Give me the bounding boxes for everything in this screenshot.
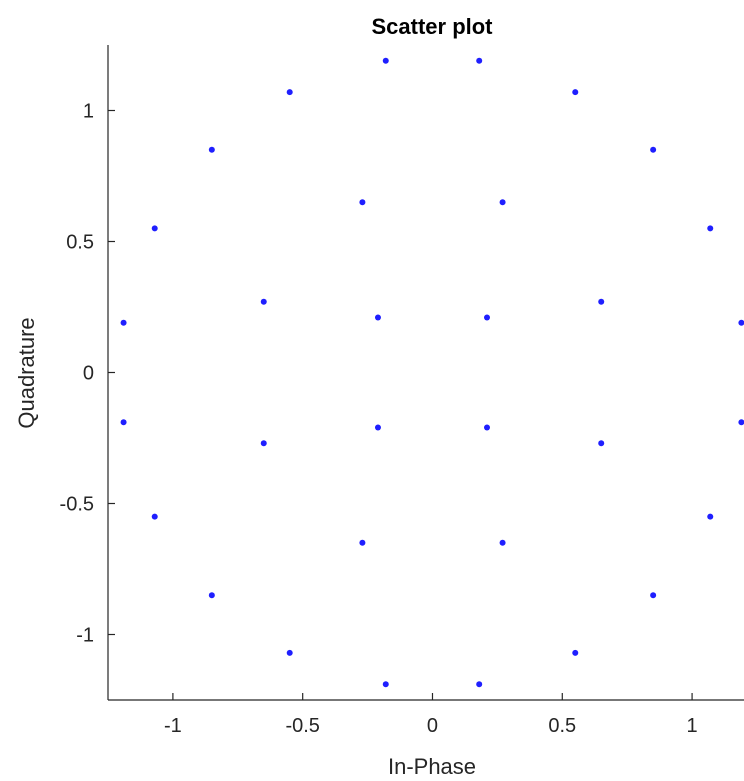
x-axis-label: In-Phase bbox=[388, 754, 476, 779]
scatter-point bbox=[598, 440, 605, 447]
plot-axes bbox=[107, 45, 744, 701]
x-tick-label: 1 bbox=[687, 715, 698, 737]
y-tick-label: 1 bbox=[83, 101, 94, 123]
x-tick-label: -0.5 bbox=[285, 715, 319, 737]
y-tick-label: -1 bbox=[76, 625, 94, 647]
scatter-point bbox=[208, 592, 215, 599]
scatter-point bbox=[572, 89, 579, 96]
scatter-point bbox=[484, 424, 491, 431]
scatter-point bbox=[359, 539, 366, 546]
scatter-point bbox=[738, 419, 744, 426]
scatter-point bbox=[260, 440, 267, 447]
scatter-point bbox=[499, 539, 506, 546]
x-tick-label: 0.5 bbox=[548, 715, 576, 737]
scatter-point bbox=[382, 681, 389, 688]
scatter-point bbox=[374, 314, 381, 321]
y-tick-label: 0 bbox=[83, 363, 94, 385]
scatter-point bbox=[738, 319, 744, 326]
y-axis-ticks: -1 -0.5 0 0.5 1 bbox=[60, 101, 115, 647]
scatter-point bbox=[650, 146, 657, 153]
scatter-point bbox=[120, 419, 127, 426]
scatter-point bbox=[484, 314, 491, 321]
scatter-point bbox=[286, 89, 293, 96]
scatter-point bbox=[707, 513, 714, 520]
scatter-point bbox=[120, 319, 127, 326]
scatter-point bbox=[476, 57, 483, 64]
y-axis-label: Quadrature bbox=[14, 317, 39, 428]
scatter-points bbox=[120, 57, 744, 688]
scatter-point bbox=[598, 298, 605, 305]
scatter-point bbox=[382, 57, 389, 64]
scatter-point bbox=[208, 146, 215, 153]
chart-title: Scatter plot bbox=[371, 14, 493, 39]
scatter-point bbox=[260, 298, 267, 305]
x-tick-label: 0 bbox=[427, 715, 438, 737]
scatter-point bbox=[707, 225, 714, 232]
scatter-point bbox=[151, 225, 158, 232]
y-tick-label: 0.5 bbox=[66, 232, 94, 254]
x-axis-ticks: -1 -0.5 0 0.5 1 bbox=[164, 693, 698, 737]
x-tick-label: -1 bbox=[164, 715, 182, 737]
y-tick-label: -0.5 bbox=[60, 494, 94, 516]
scatter-point bbox=[572, 649, 579, 656]
scatter-point bbox=[499, 199, 506, 206]
scatter-point bbox=[151, 513, 158, 520]
scatter-point bbox=[286, 649, 293, 656]
scatter-point bbox=[374, 424, 381, 431]
scatter-point bbox=[359, 199, 366, 206]
scatter-point bbox=[476, 681, 483, 688]
scatter-point bbox=[650, 592, 657, 599]
